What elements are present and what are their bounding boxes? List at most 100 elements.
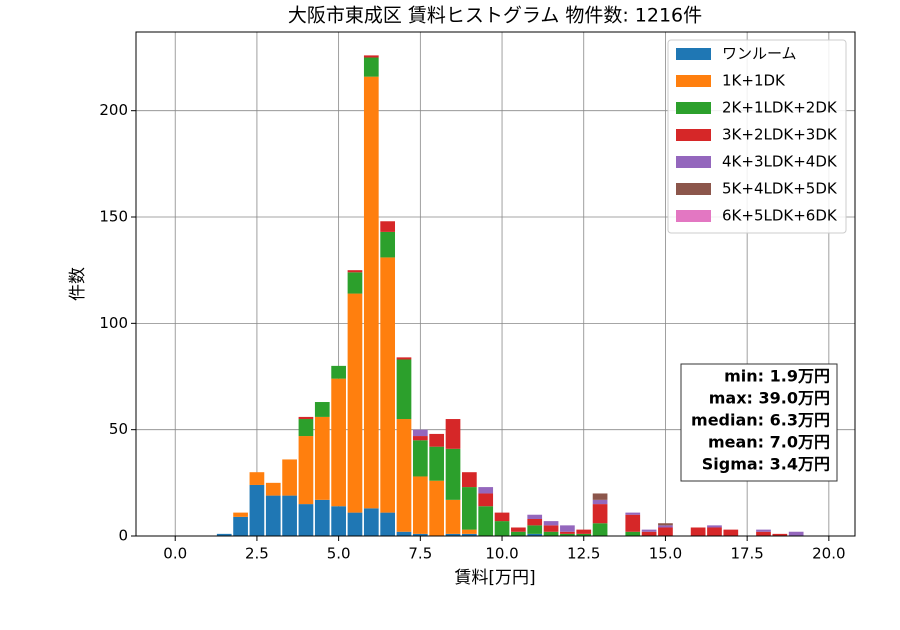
bar [511,531,526,536]
bar [363,55,379,58]
bar [527,525,543,534]
bar [347,512,363,536]
bar [265,495,281,536]
bar [560,531,575,534]
bar [756,529,771,532]
legend-label: ワンルーム [722,45,797,63]
bar [560,525,575,532]
bar [412,429,428,437]
bar [396,419,412,532]
plot-frame [135,31,856,537]
bar [298,436,314,505]
bar [445,419,461,449]
x-axis-label: 賃料[万円] [454,568,535,588]
bar [543,521,559,526]
bar [445,499,461,534]
legend-label: 6K+5LDK+6DK [722,207,838,225]
y-tick-label: 100 [99,314,128,332]
bar [625,531,641,536]
bar [380,257,396,513]
bar [314,402,330,417]
stats-box [680,363,838,482]
bar [363,508,379,536]
bar [592,523,608,536]
x-tick-label: 12.5 [567,545,600,563]
bar [396,531,412,536]
bar [462,533,477,536]
bar [314,499,330,536]
bar [658,525,673,528]
x-tick-label: 2.5 [245,545,269,563]
bar [412,533,428,536]
bar [772,533,788,536]
legend-swatch [676,102,711,114]
bar [314,416,330,500]
x-tick-label: 10.0 [485,545,518,563]
bar [658,523,673,526]
bar [298,416,314,420]
stats-text: median: 6.3万円 [691,411,830,430]
bar [265,482,281,496]
bar [363,57,379,77]
stats-text: Sigma: 3.4万円 [702,455,830,474]
bar [788,531,804,536]
bar [707,527,722,536]
legend-swatch [676,75,711,87]
bar [331,506,346,536]
bar [478,493,494,507]
bar [625,514,641,532]
legend-label: 5K+4LDK+5DK [722,180,838,198]
bar [494,512,510,522]
bar [298,419,314,437]
bar [462,529,477,534]
chart-title: 大阪市東成区 賃料ヒストグラム 物件数: 1216件 [288,5,702,27]
legend-swatch [676,48,711,60]
x-tick-label: 20.0 [812,545,845,563]
bar [592,504,608,524]
legend-label: 3K+2LDK+3DK [722,126,838,144]
bar [249,472,265,485]
bar [233,516,248,536]
legend-label: 4K+3LDK+4DK [722,153,838,171]
bar [380,221,396,232]
bar [527,514,543,519]
bar [576,529,592,534]
bar [347,293,363,513]
bar [412,476,428,534]
x-tick-label: 17.5 [730,545,763,563]
bar [592,493,608,500]
bar [641,529,657,532]
bar [347,272,363,294]
bar [396,359,412,420]
bar [625,512,641,515]
bar [641,531,657,536]
x-tick-label: 15.0 [649,545,682,563]
stats-text: min: 1.9万円 [724,367,830,386]
bar [412,440,428,477]
bar [445,533,461,536]
stats-text: mean: 7.0万円 [708,433,830,452]
legend-label: 2K+1LDK+2DK [722,99,838,117]
legend-swatch [676,156,711,168]
bar [462,472,477,488]
bar [282,495,297,536]
bar [543,525,559,532]
bar [723,529,739,536]
y-tick-label: 50 [109,420,128,438]
legend-box [667,39,847,234]
bar [331,378,346,507]
bar [543,531,559,536]
bar [756,531,771,536]
bar [429,446,445,481]
legend-swatch [676,183,711,195]
bar [412,436,428,441]
y-axis-label: 件数 [68,267,88,301]
stats-text: max: 39.0万円 [709,389,830,408]
bar [429,433,445,447]
bar [690,527,706,536]
bar [494,521,510,536]
x-tick-label: 7.5 [408,545,432,563]
bar [527,518,543,526]
y-tick-label: 150 [99,208,128,226]
